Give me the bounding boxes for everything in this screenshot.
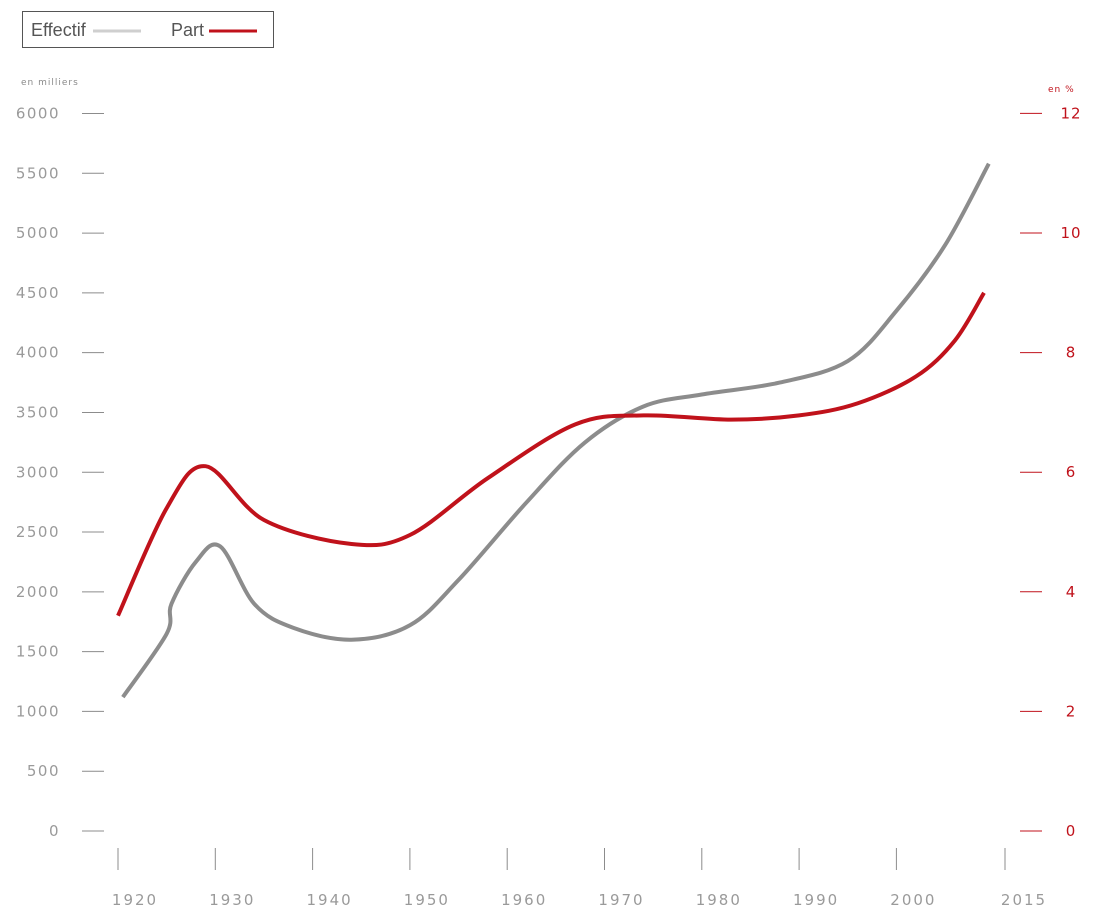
legend-label-effectif: Effectif <box>31 20 87 40</box>
right-tick-label: 4 <box>1066 583 1077 601</box>
left-tick-label: 1500 <box>16 643 60 661</box>
legend-label-part: Part <box>171 20 204 40</box>
x-tick-label: 2015 <box>1001 891 1047 909</box>
x-tick-label: 1960 <box>501 891 547 909</box>
left-tick-label: 1000 <box>16 702 60 720</box>
left-axis-unit-label: en milliers <box>21 78 79 88</box>
left-tick-label: 500 <box>27 762 60 780</box>
x-tick-label: 1940 <box>307 891 353 909</box>
right-tick-label: 12 <box>1060 104 1081 122</box>
x-tick-label: 1950 <box>404 891 450 909</box>
left-tick-label: 3000 <box>16 463 60 481</box>
x-tick-label: 1930 <box>209 891 255 909</box>
legend: Effectif Part <box>22 11 274 48</box>
right-tick-label: 0 <box>1066 822 1077 840</box>
x-axis: 1920 1930 1940 1950 1960 1970 1980 1990 2000 2015 <box>112 848 1047 909</box>
left-tick-label: 3500 <box>16 403 60 421</box>
right-axis-unit-label: en % <box>1048 85 1075 95</box>
series-line-part <box>116 291 986 617</box>
left-tick-label: 5500 <box>16 164 60 182</box>
right-tick-label: 6 <box>1066 463 1077 481</box>
right-tick-label: 8 <box>1066 344 1077 362</box>
x-tick-label: 1990 <box>793 891 839 909</box>
right-tick-label: 2 <box>1066 702 1077 720</box>
series-line-effectif <box>121 162 991 699</box>
x-tick-label: 1970 <box>598 891 644 909</box>
series-layer <box>116 162 991 699</box>
left-tick-label: 5000 <box>16 224 60 242</box>
right-axis: 0 2 4 6 8 10 12 <box>1020 104 1081 840</box>
left-tick-label: 4000 <box>16 344 60 362</box>
right-tick-label: 10 <box>1060 224 1081 242</box>
left-tick-label: 0 <box>49 822 60 840</box>
left-tick-label: 2500 <box>16 523 60 541</box>
x-tick-label: 1920 <box>112 891 158 909</box>
x-tick-label: 1980 <box>696 891 742 909</box>
left-tick-label: 4500 <box>16 284 60 302</box>
left-axis: 0 500 1000 1500 2000 2500 3000 3500 4000 4500 5000… <box>16 105 104 840</box>
left-tick-label: 2000 <box>16 583 60 601</box>
x-tick-label: 2000 <box>890 891 936 909</box>
left-tick-label: 6000 <box>16 105 60 123</box>
